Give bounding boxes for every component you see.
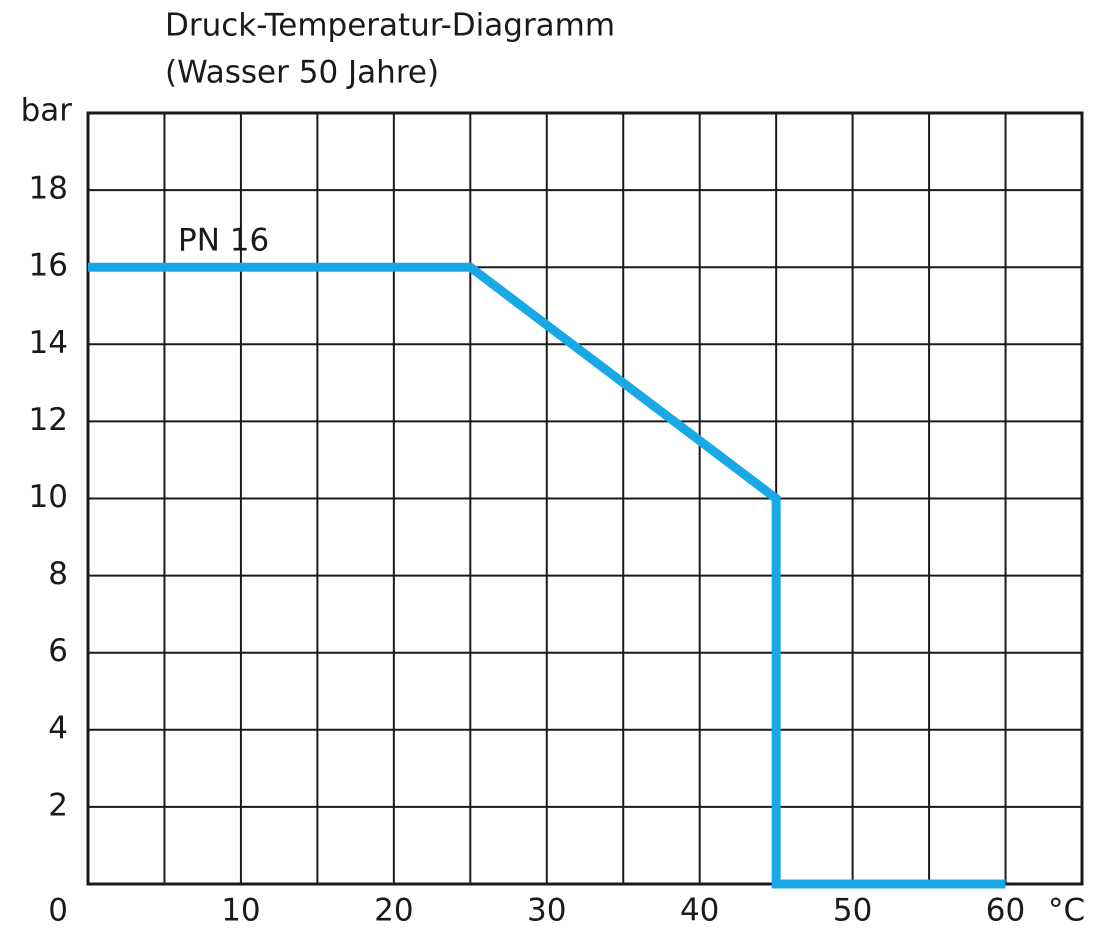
x-tick-label: 30 bbox=[527, 893, 566, 929]
y-tick-label: 12 bbox=[29, 402, 68, 438]
y-tick-label: 16 bbox=[29, 248, 68, 284]
y-tick-label: 2 bbox=[48, 787, 68, 823]
y-tick-label: 4 bbox=[48, 710, 68, 746]
data-line bbox=[88, 262, 1006, 889]
chart-title: Druck-Temperatur-Diagramm bbox=[165, 8, 615, 44]
x-tick-label: 10 bbox=[221, 893, 260, 929]
y-tick-label: 18 bbox=[29, 171, 68, 207]
y-tick-label: 10 bbox=[29, 479, 68, 515]
chart-subtitle: (Wasser 50 Jahre) bbox=[165, 55, 439, 91]
x-tick-label: 40 bbox=[680, 893, 719, 929]
y-axis-label: bar bbox=[21, 93, 73, 129]
x-tick-label: 50 bbox=[833, 893, 872, 929]
y-tick-label: 8 bbox=[48, 556, 68, 592]
x-tick-label: 60 bbox=[986, 893, 1025, 929]
y-tick-label: 0 bbox=[48, 893, 68, 929]
y-tick-label: 6 bbox=[48, 633, 68, 669]
x-axis-label: °C bbox=[1048, 893, 1085, 929]
y-tick-label: 14 bbox=[29, 325, 68, 361]
annotation: PN 16 bbox=[178, 223, 269, 259]
plot-border bbox=[86, 111, 1084, 886]
x-tick-label: 20 bbox=[374, 893, 413, 929]
